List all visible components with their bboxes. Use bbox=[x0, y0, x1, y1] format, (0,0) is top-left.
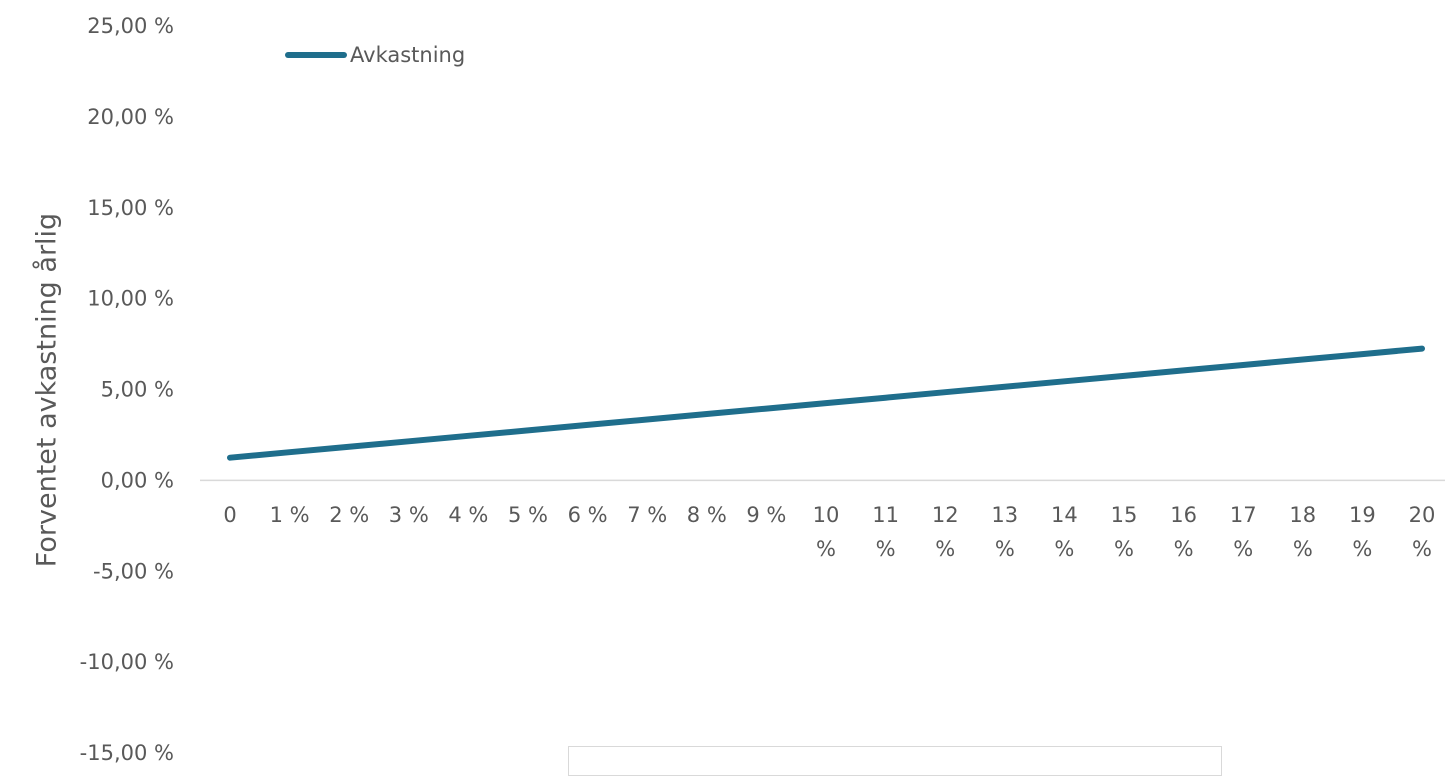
x-tick-label: 4 % bbox=[448, 503, 488, 527]
x-tick-label: 3 % bbox=[389, 503, 429, 527]
x-tick-label: 1 % bbox=[270, 503, 310, 527]
legend: Avkastning bbox=[285, 43, 465, 67]
x-tick-label: 12% bbox=[932, 503, 959, 561]
x-tick-labels: 0 1 % 2 % 3 % 4 % 5 % 6 % 7 % 8 % 9 % 10 % 11 % 12 % 13%… bbox=[223, 503, 1435, 561]
y-tick-label: 15,00 % bbox=[87, 196, 174, 220]
y-tick-labels: 25,00 % 20,00 % 15,00 % 10,00 % 5,00 % 0,00 %… bbox=[80, 14, 174, 764]
y-tick-label: -10,00 % bbox=[80, 650, 174, 674]
x-tick-label: 20% bbox=[1409, 503, 1436, 561]
y-tick-label: 0,00 % bbox=[101, 468, 174, 492]
y-tick-label: 5,00 % bbox=[101, 378, 174, 402]
x-tick-label: 17% bbox=[1230, 503, 1257, 561]
y-axis-label: Forventet avkastning årlig bbox=[32, 213, 63, 567]
series-layer bbox=[227, 345, 1425, 461]
bottom-overlay-box bbox=[568, 746, 1222, 776]
y-tick-label: 25,00 % bbox=[87, 14, 174, 38]
x-tick-label: 15% bbox=[1111, 503, 1138, 561]
x-tick-label: 18% bbox=[1289, 503, 1316, 561]
x-tick-label: 8 % bbox=[687, 503, 727, 527]
x-tick-label: 16% bbox=[1170, 503, 1197, 561]
y-tick-label: 20,00 % bbox=[87, 105, 174, 129]
x-tick-label: 6 % bbox=[568, 503, 608, 527]
y-tick-label: -15,00 % bbox=[80, 741, 174, 764]
x-tick-label: 0 bbox=[223, 503, 236, 527]
x-tick-label: 10% bbox=[813, 503, 840, 561]
x-tick-label: 11% bbox=[872, 503, 899, 561]
y-tick-label: -5,00 % bbox=[93, 559, 174, 583]
series-line-avkastning bbox=[227, 345, 1425, 461]
x-tick-label: 9 % bbox=[746, 503, 786, 527]
x-tick-label: 13% bbox=[991, 503, 1018, 561]
x-tick-label: 5 % bbox=[508, 503, 548, 527]
y-tick-label: 10,00 % bbox=[87, 287, 174, 311]
x-tick-label: 7 % bbox=[627, 503, 667, 527]
y-axis-label-group: Forventet avkastning årlig bbox=[32, 213, 63, 567]
x-tick-label: 14% bbox=[1051, 503, 1078, 561]
x-tick-label: 2 % bbox=[329, 503, 369, 527]
x-tick-label: 19% bbox=[1349, 503, 1376, 561]
legend-label: Avkastning bbox=[350, 43, 465, 67]
